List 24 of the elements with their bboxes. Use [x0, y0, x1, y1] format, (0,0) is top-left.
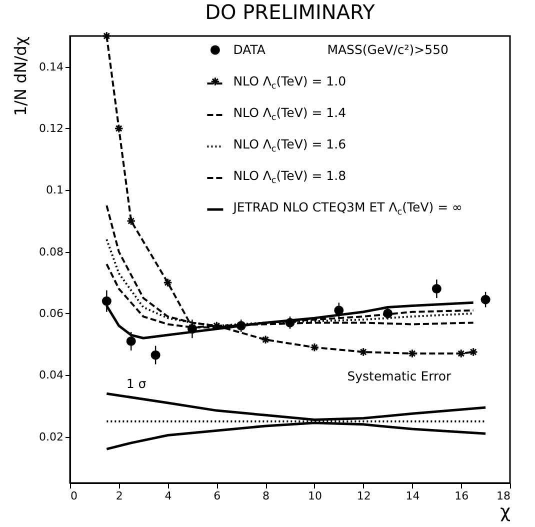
y-tick-label: 0.14	[39, 60, 64, 74]
y-tick-label: 0.02	[39, 430, 64, 444]
annotation: Systematic Error	[347, 368, 452, 384]
y-tick-label: 0.12	[39, 122, 64, 135]
y-axis-title: 1/N dN/dχ	[11, 36, 30, 116]
x-tick-label: 18	[496, 490, 510, 502]
x-tick-label: 2	[116, 490, 123, 502]
x-axis-title: χ	[500, 502, 510, 522]
x-tick-label: 8	[262, 490, 270, 502]
x-tick-label: 16	[454, 490, 469, 502]
x-tick-label: 12	[356, 490, 371, 502]
y-tick-label: 0.08	[39, 245, 64, 258]
legend-label: DATA	[233, 42, 266, 57]
x-tick-label: 14	[406, 490, 420, 502]
y-tick-label: 0.06	[39, 306, 64, 320]
y-tick-label: 0.04	[39, 368, 64, 382]
annotation: 1 σ	[126, 376, 146, 391]
x-tick-label: 4	[164, 490, 172, 502]
y-tick-label: 0.1	[46, 184, 64, 197]
x-tick-label: 6	[214, 490, 221, 502]
annotation: MASS(GeV/c²)>550	[327, 42, 449, 57]
x-tick-label: 10	[308, 490, 322, 502]
x-tick-label: 0	[70, 490, 78, 502]
chart-title: DO PRELIMINARY	[205, 0, 376, 24]
